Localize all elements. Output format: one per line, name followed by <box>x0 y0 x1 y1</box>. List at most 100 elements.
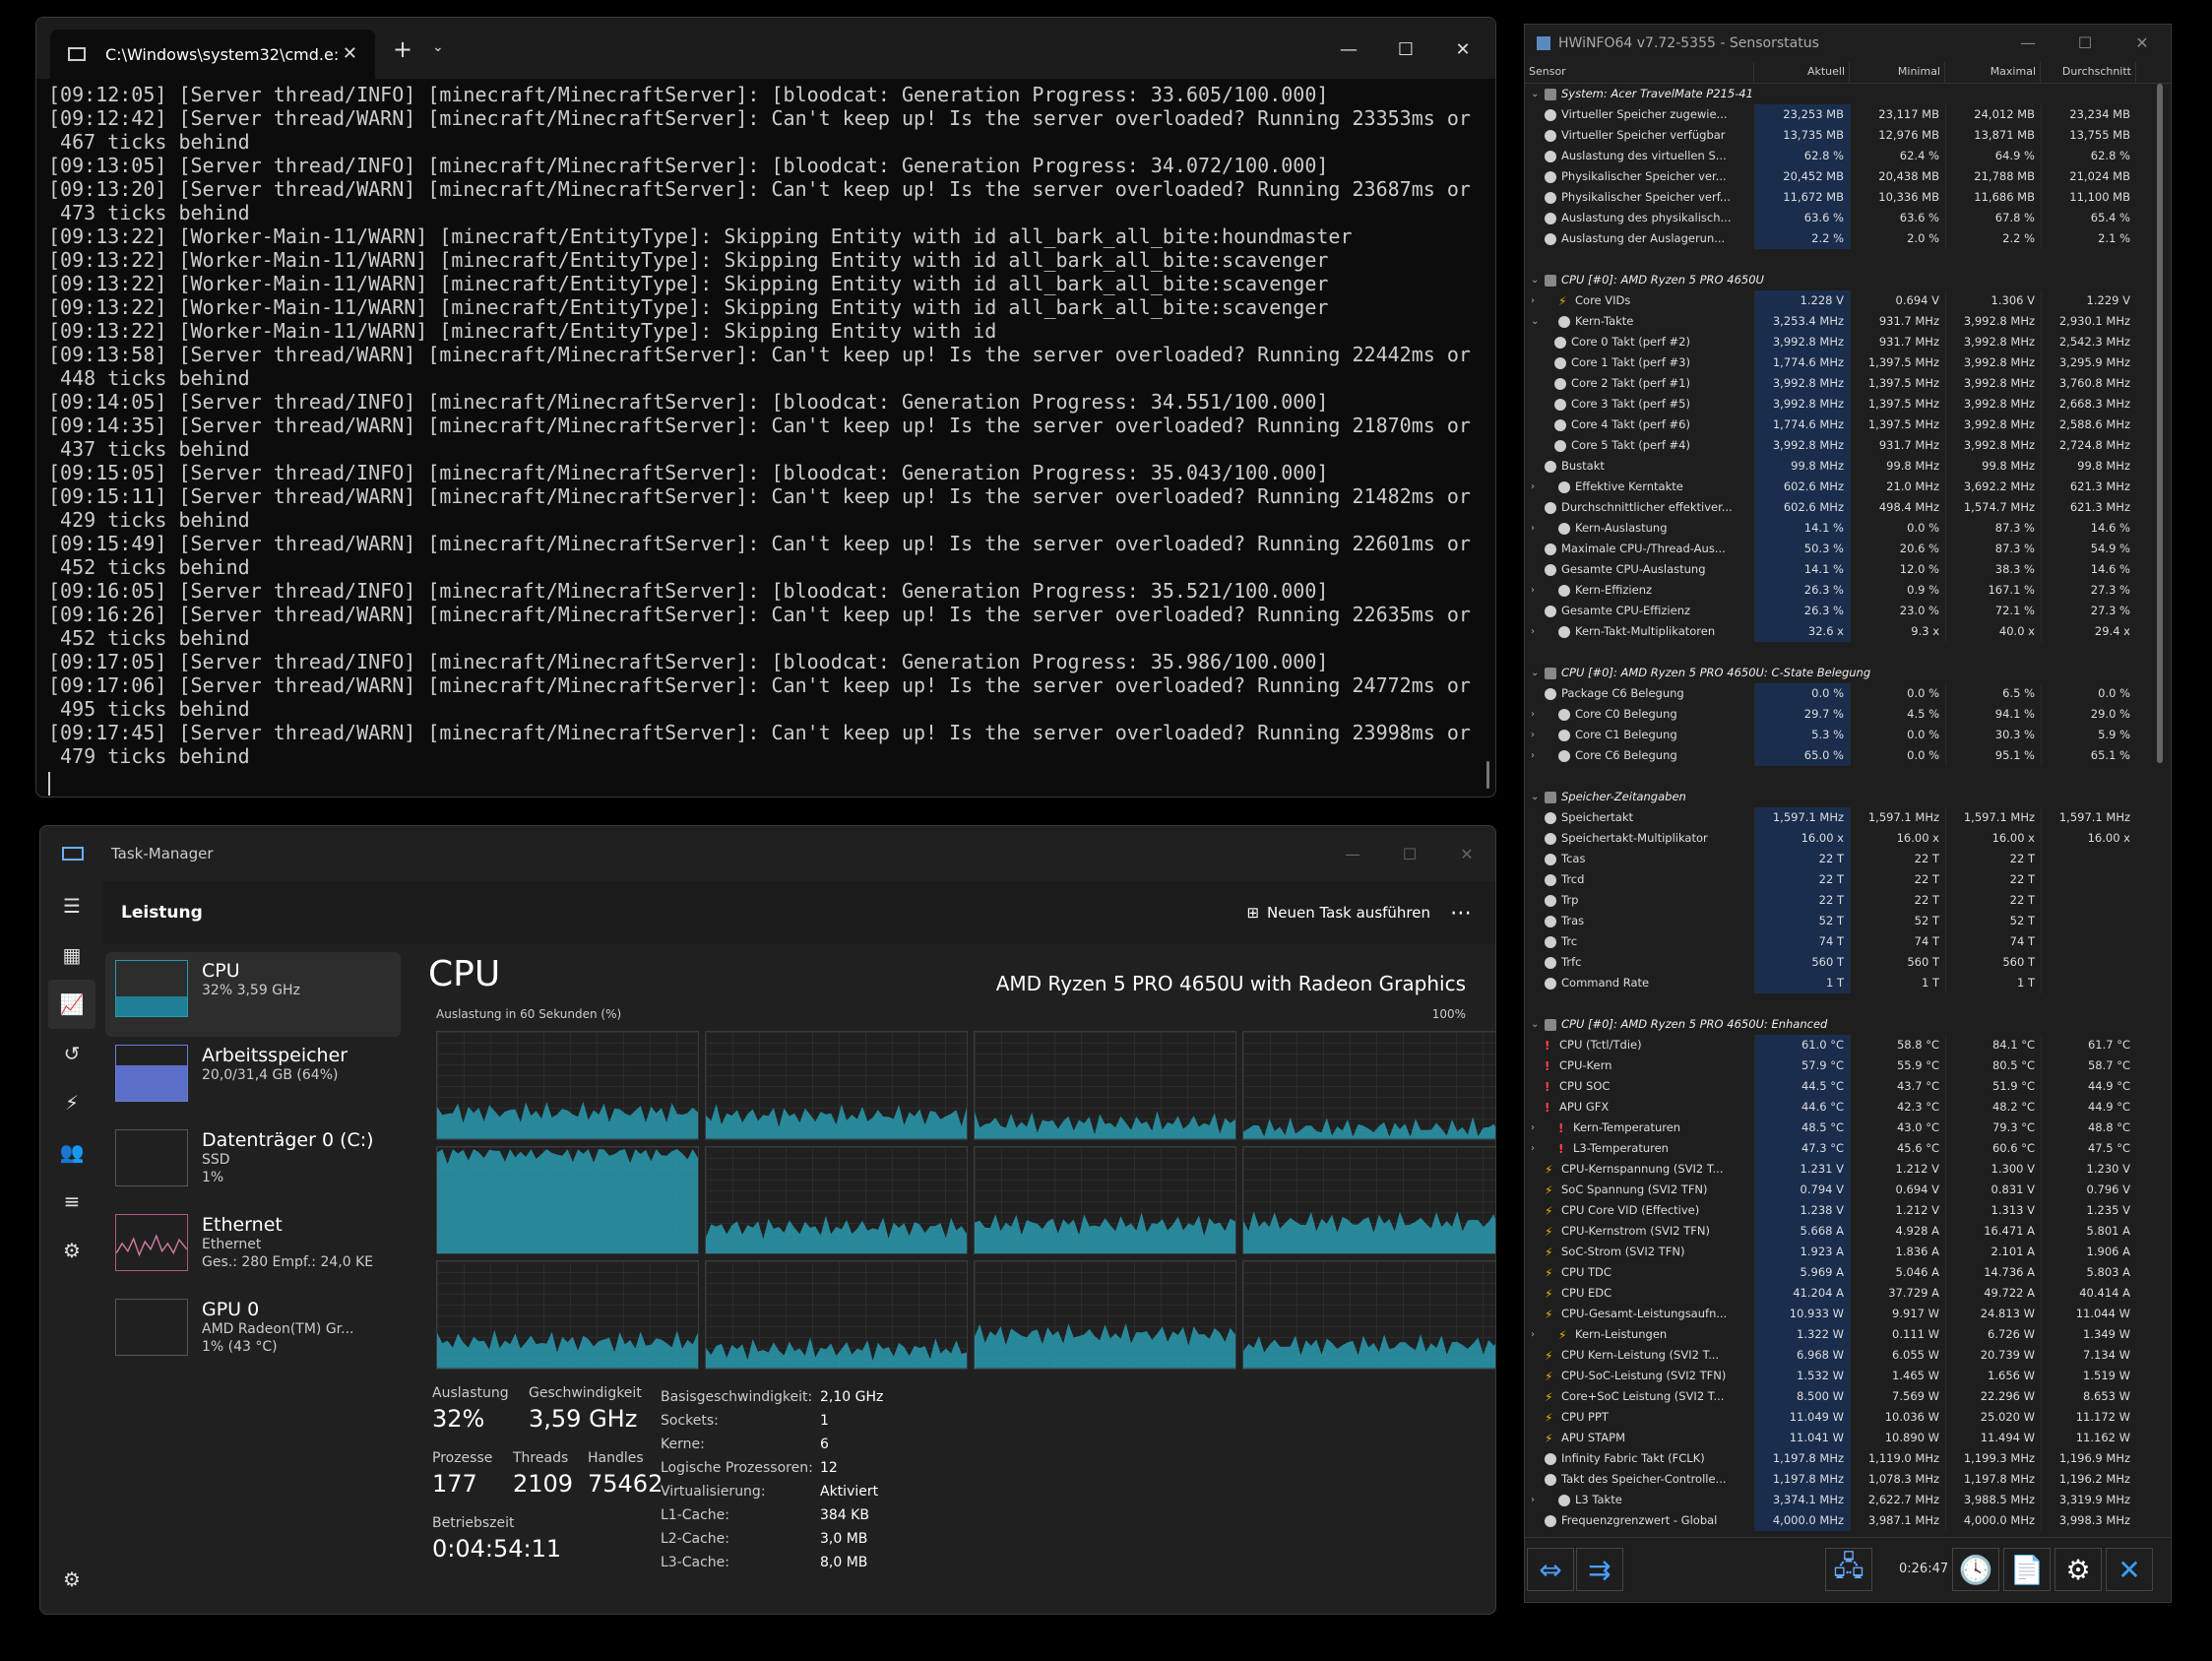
sensor-row[interactable]: Core 5 Takt (perf #4) 3,992.8 MHz 931.7 MH… <box>1525 435 2137 456</box>
sensor-row[interactable]: › Kern-Effizienz 26.3 % 0.9 % 167.1 % 27.3 % <box>1525 580 2137 601</box>
perf-item-1[interactable]: Arbeitsspeicher 20,0/31,4 GB (64%) <box>105 1037 401 1121</box>
more-options-icon[interactable]: ⋯ <box>1450 900 1472 926</box>
sensor-row[interactable]: ⚡ Core+SoC Leistung (SVI2 T... 8.500 W 7.56… <box>1525 1386 2137 1407</box>
sensor-row[interactable]: Speichertakt 1,597.1 MHz 1,597.1 MHz 1,597.… <box>1525 807 2137 828</box>
perf-item-4[interactable]: GPU 0 AMD Radeon(TM) Gr... 1% (43 °C) <box>105 1291 401 1375</box>
sensor-row[interactable]: Auslastung des physikalisch... 63.6 % 63.6… <box>1525 208 2137 228</box>
sensor-row[interactable]: Takt des Speicher-Controlle... 1,197.8 MH… <box>1525 1469 2137 1490</box>
close-button[interactable]: ✕ <box>2135 32 2149 52</box>
sensor-row[interactable]: Trp 22 T 22 T 22 T <box>1525 890 2137 911</box>
network-icon[interactable]: 🖧 <box>1825 1548 1872 1591</box>
chevron-right-icon[interactable]: › <box>1531 295 1535 306</box>
details-icon[interactable]: ≡ <box>63 1189 81 1213</box>
sensor-row[interactable]: ⌄ Kern-Takte 3,253.4 MHz 931.7 MHz 3,992.8 M… <box>1525 311 2137 332</box>
collapse-arrows-icon[interactable]: ⇉ <box>1576 1548 1623 1591</box>
sensor-row[interactable]: ! CPU SOC 44.5 °C 43.7 °C 51.9 °C 44.9 °C <box>1525 1076 2137 1097</box>
sensor-row[interactable]: ! CPU (Tctl/Tdie) 61.0 °C 58.8 °C 84.1 °C 61.… <box>1525 1035 2137 1055</box>
column-header[interactable]: Maximal <box>1945 62 2041 83</box>
sensor-row[interactable]: ⚡ CPU-SoC-Leistung (SVI2 TFN) 1.532 W 1.465… <box>1525 1366 2137 1386</box>
sensor-row[interactable]: Auslastung der Auslagerun... 2.2 % 2.0 % 2.… <box>1525 228 2137 249</box>
column-header[interactable]: Durchschnitt <box>2041 62 2136 83</box>
sensor-row[interactable]: Infinity Fabric Takt (FCLK) 1,197.8 MHz 1,… <box>1525 1448 2137 1469</box>
chevron-down-icon[interactable]: ⌄ <box>1531 792 1540 802</box>
history-icon[interactable]: ↺ <box>63 1042 81 1065</box>
minimize-button[interactable]: — <box>2020 32 2036 52</box>
chevron-right-icon[interactable]: › <box>1531 1143 1535 1154</box>
chevron-right-icon[interactable]: › <box>1531 481 1535 492</box>
hamburger-icon[interactable]: ☰ <box>63 894 81 918</box>
sensor-list[interactable]: ⌄ System: Acer TravelMate P215-41 Virtuell… <box>1525 84 2137 1531</box>
sensor-group[interactable]: ⌄ CPU [#0]: AMD Ryzen 5 PRO 4650U <box>1525 270 2137 290</box>
sensor-row[interactable]: ›! L3-Temperaturen 47.3 °C 45.6 °C 60.6 °C 47… <box>1525 1138 2137 1159</box>
maximize-button[interactable]: ☐ <box>2077 32 2093 52</box>
clock-icon[interactable]: 🕓 <box>1952 1548 1999 1591</box>
sensor-row[interactable]: ! APU GFX 44.6 °C 42.3 °C 48.2 °C 44.9 °C <box>1525 1097 2137 1118</box>
new-task-button[interactable]: ⊞ Neuen Task ausführen <box>1246 904 1430 922</box>
sensor-row[interactable]: Bustakt 99.8 MHz 99.8 MHz 99.8 MHz 99.8 MHz <box>1525 456 2137 477</box>
chevron-right-icon[interactable]: › <box>1531 523 1535 534</box>
sensor-row[interactable]: ⚡ APU STAPM 11.041 W 10.890 W 11.494 W 11.162… <box>1525 1428 2137 1448</box>
sensor-row[interactable]: ⚡ SoC-Strom (SVI2 TFN) 1.923 A 1.836 A 2.101… <box>1525 1242 2137 1262</box>
sensor-row[interactable]: Tras 52 T 52 T 52 T <box>1525 911 2137 931</box>
expand-arrows-icon[interactable]: ⇔ <box>1527 1548 1574 1591</box>
terminal-tab[interactable]: C:\Windows\system32\cmd.e: ✕ <box>50 30 375 79</box>
sensor-row[interactable]: Physikalischer Speicher ver... 20,452 MB 2… <box>1525 166 2137 187</box>
settings-icon[interactable]: ⚙ <box>63 1567 81 1591</box>
sensor-row[interactable]: ›! Kern-Temperaturen 48.5 °C 43.0 °C 79.3 °C… <box>1525 1118 2137 1138</box>
sensor-row[interactable]: › Core C1 Belegung 5.3 % 0.0 % 30.3 % 5.9 % <box>1525 725 2137 745</box>
perf-item-3[interactable]: Ethernet Ethernet Ges.: 280 Empf.: 24,0 KE <box>105 1206 401 1291</box>
sensor-row[interactable]: Core 0 Takt (perf #2) 3,992.8 MHz 931.7 MH… <box>1525 332 2137 352</box>
maximize-button[interactable]: ☐ <box>1402 844 1418 863</box>
sensor-row[interactable]: ⚡ CPU Kern-Leistung (SVI2 T... 6.968 W 6.05… <box>1525 1345 2137 1366</box>
sensor-row[interactable]: › ⚡ Core VIDs 1.228 V 0.694 V 1.306 V 1.229 V <box>1525 290 2137 311</box>
perf-item-0[interactable]: CPU 32% 3,59 GHz <box>105 952 401 1037</box>
sensor-row[interactable]: Gesamte CPU-Effizienz 26.3 % 23.0 % 72.1 % 2… <box>1525 601 2137 621</box>
sensor-row[interactable]: ⚡ CPU EDC 41.204 A 37.729 A 49.722 A 40.414 A <box>1525 1283 2137 1304</box>
chevron-right-icon[interactable]: › <box>1531 1122 1535 1133</box>
new-tab-button[interactable]: + <box>393 35 413 63</box>
chevron-right-icon[interactable]: › <box>1531 1329 1535 1340</box>
users-icon[interactable]: 👥 <box>59 1140 85 1164</box>
sensor-row[interactable]: ⚡ CPU-Gesamt-Leistungsaufn... 10.933 W 9.91… <box>1525 1304 2137 1324</box>
sensor-group[interactable]: ⌄ Speicher-Zeitangaben <box>1525 787 2137 807</box>
sensor-row[interactable]: › Core C6 Belegung 65.0 % 0.0 % 95.1 % 65.1 % <box>1525 745 2137 766</box>
sensor-row[interactable]: Tcas 22 T 22 T 22 T <box>1525 849 2137 869</box>
sensor-row[interactable]: Maximale CPU-/Thread-Aus... 50.3 % 20.6 % 8… <box>1525 539 2137 559</box>
sensor-row[interactable]: Virtueller Speicher verfügbar 13,735 MB 12… <box>1525 125 2137 146</box>
sensor-row[interactable]: Core 1 Takt (perf #3) 1,774.6 MHz 1,397.5 … <box>1525 352 2137 373</box>
sensor-row[interactable]: › Kern-Takt-Multiplikatoren 32.6 x 9.3 x 40.… <box>1525 621 2137 642</box>
chevron-right-icon[interactable]: › <box>1531 730 1535 740</box>
startup-icon[interactable]: ⚡ <box>64 1091 80 1115</box>
sensor-row[interactable]: › L3 Takte 3,374.1 MHz 2,622.7 MHz 3,988.5 M… <box>1525 1490 2137 1510</box>
sensor-row[interactable]: Frequenzgrenzwert - Global 4,000.0 MHz 3,9… <box>1525 1510 2137 1531</box>
sensor-row[interactable]: Speichertakt-Multiplikator 16.00 x 16.00 x… <box>1525 828 2137 849</box>
sensor-row[interactable]: › Effektive Kerntakte 602.6 MHz 21.0 MHz 3,6… <box>1525 477 2137 497</box>
maximize-button[interactable]: ☐ <box>1397 38 1415 60</box>
close-button[interactable]: ✕ <box>1460 844 1474 863</box>
sensor-row[interactable]: ⚡ CPU TDC 5.969 A 5.046 A 14.736 A 5.803 A <box>1525 1262 2137 1283</box>
sensor-row[interactable]: ! CPU-Kern 57.9 °C 55.9 °C 80.5 °C 58.7 °C <box>1525 1055 2137 1076</box>
performance-icon[interactable]: 📈 <box>48 980 95 1029</box>
sensor-row[interactable]: Physikalischer Speicher verf... 11,672 MB… <box>1525 187 2137 208</box>
chevron-right-icon[interactable]: › <box>1531 626 1535 637</box>
sensor-row[interactable]: Trcd 22 T 22 T 22 T <box>1525 869 2137 890</box>
sensor-row[interactable]: › ⚡ Kern-Leistungen 1.322 W 0.111 W 6.726 W 1.… <box>1525 1324 2137 1345</box>
sensor-row[interactable]: ⚡ CPU PPT 11.049 W 10.036 W 25.020 W 11.172 W <box>1525 1407 2137 1428</box>
chevron-down-icon[interactable]: ⌄ <box>1531 316 1540 327</box>
close-button[interactable]: ✕ <box>1455 38 1471 60</box>
sensor-group[interactable]: ⌄ CPU [#0]: AMD Ryzen 5 PRO 4650U: C-Stat… <box>1525 663 2137 683</box>
chevron-down-icon[interactable]: ⌄ <box>1531 668 1540 678</box>
sensor-group[interactable]: ⌄ System: Acer TravelMate P215-41 <box>1525 84 2137 104</box>
chevron-right-icon[interactable]: › <box>1531 750 1535 761</box>
sensor-row[interactable]: Core 2 Takt (perf #1) 3,992.8 MHz 1,397.5 … <box>1525 373 2137 394</box>
close-tab-icon[interactable]: ✕ <box>342 43 357 64</box>
column-header[interactable]: Aktuell <box>1754 62 1850 83</box>
column-header[interactable]: Sensor <box>1525 62 1754 83</box>
sensor-row[interactable]: Trfc 560 T 560 T 560 T <box>1525 952 2137 973</box>
sensor-row[interactable]: Virtueller Speicher zugewie... 23,253 MB 2… <box>1525 104 2137 125</box>
sensor-row[interactable]: Durchschnittlicher effektiver... 602.6 MH… <box>1525 497 2137 518</box>
sensor-row[interactable]: Gesamte CPU-Auslastung 14.1 % 12.0 % 38.3 %… <box>1525 559 2137 580</box>
